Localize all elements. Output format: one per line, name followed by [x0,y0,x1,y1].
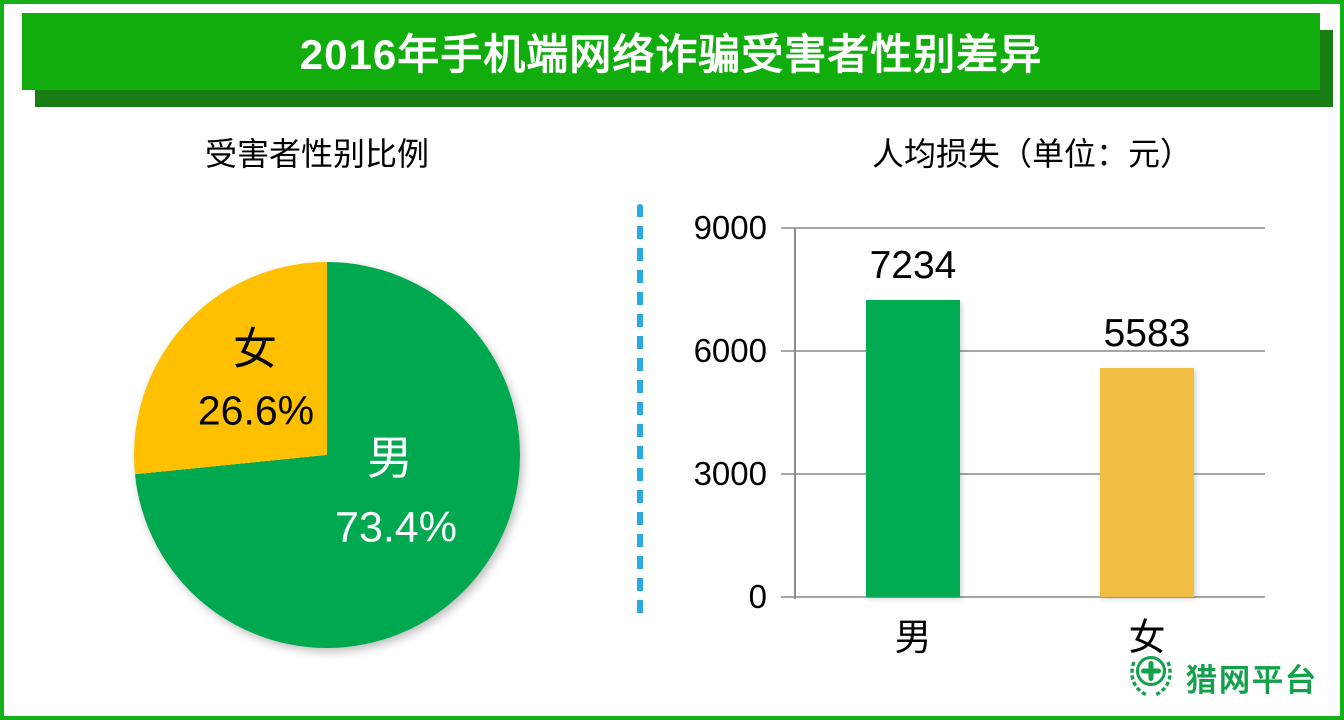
bar-chart-title: 人均损失（单位：元） [871,136,1192,172]
bar-female [1100,368,1194,597]
liewang-logo: 猎网平台 [1125,649,1318,706]
bar-value-label-male: 7234 [869,244,957,288]
pie-slice-label-female: 女 [233,325,277,374]
pie-slice-value-male: 73.4% [335,503,457,552]
bar-group-female: 5583 女 [1047,228,1247,656]
pie-slice-label-male: 男 [367,432,413,484]
bar-chart: 0 3000 6000 9000 7234 男 5583 女 [694,209,1265,656]
pie [134,262,520,648]
section-divider [637,204,643,616]
pie-chart-title: 受害者性别比例 [204,136,429,172]
y-tick-label: 3000 [693,455,767,492]
header-banner: 2016年手机端网络诈骗受害者性别差异 [22,13,1320,90]
bar-value-label-female: 5583 [1103,312,1191,356]
pie-slice-value-female: 26.6% [197,387,315,434]
y-tick-label: 9000 [693,209,767,246]
gridline [781,473,1265,475]
bar-male [866,300,960,597]
y-tick-label: 0 [748,578,767,615]
bar-group-male: 7234 男 [813,228,1013,656]
x-axis-label-female: 女 [1128,617,1166,658]
y-tick-label: 6000 [693,332,767,369]
page-title: 2016年手机端网络诈骗受害者性别差异 [299,31,1043,78]
gridline [781,227,1265,229]
laurel-wreath-cross-emblem-icon [1125,649,1177,706]
y-axis [794,228,796,599]
gridline [781,350,1265,352]
logo-text: 猎网平台 [1186,663,1318,698]
x-axis-label-male: 男 [894,617,932,658]
gridline [781,596,1265,598]
